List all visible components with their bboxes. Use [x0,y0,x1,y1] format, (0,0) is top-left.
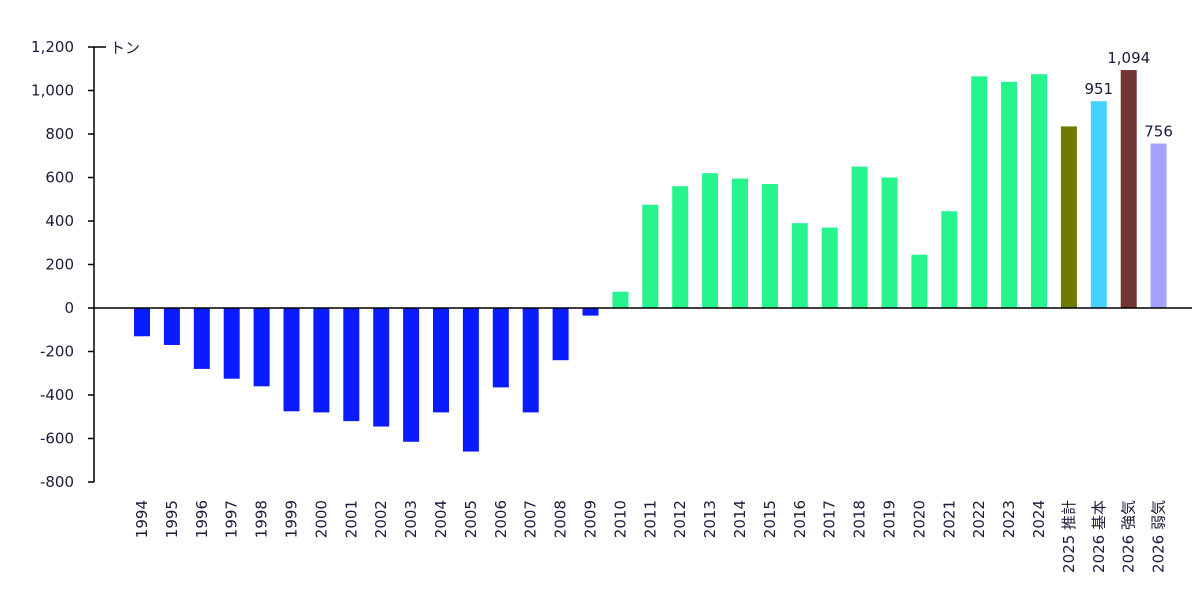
y-tick-label: 800 [45,125,74,143]
x-category-label: 1995 [163,500,181,538]
y-tick-label: -800 [40,473,74,491]
x-category-label: 1999 [283,500,301,538]
y-axis-unit-label: トン [110,39,140,57]
x-category-label: 2026 強気 [1120,500,1138,573]
x-category-label: 2024 [1030,500,1048,538]
x-category-label: 2007 [522,500,540,538]
x-category-label: 1997 [223,500,241,538]
bar [1150,143,1167,308]
bar [433,308,449,413]
bar [313,308,330,413]
x-category-label: 2005 [462,500,480,538]
x-category-label: 2004 [432,500,450,538]
bar [462,308,479,452]
bar [253,308,270,387]
bar [612,291,629,308]
y-tick-label: 1,200 [31,38,74,56]
bar [582,308,599,316]
x-category-label: 1994 [133,500,151,538]
bar [163,308,180,345]
bar [193,308,210,369]
y-tick-label: 1,000 [31,82,74,100]
bar [732,178,748,308]
y-tick-label: 600 [45,169,74,187]
x-category-label: 2010 [611,500,629,538]
x-category-label: 2013 [701,500,719,538]
bar [492,308,509,388]
bar [1090,101,1107,308]
x-category-label: 2006 [492,500,510,538]
bar [223,308,240,379]
bar [881,177,898,308]
bar [971,76,988,308]
x-category-label: 2021 [940,500,958,538]
bar [403,308,420,442]
x-category-label: 2017 [821,500,839,538]
bar [552,308,569,361]
y-tick-label: -600 [40,430,74,448]
y-tick-label: -200 [40,343,74,361]
x-category-label: 2026 弱気 [1150,500,1168,573]
x-category-label: 2019 [881,500,899,538]
x-category-label: 2018 [851,500,869,538]
bar-data-label: 951 [1084,80,1113,98]
x-category-label: 2002 [372,500,390,538]
bar [941,211,958,308]
bar [761,184,778,308]
x-category-label: 2009 [582,500,600,538]
bar [821,227,838,308]
bar [343,308,360,422]
x-category-label: 2003 [402,500,420,538]
x-category-label: 2001 [342,500,360,538]
y-tick-label: 400 [45,212,74,230]
x-category-label: 2000 [312,500,330,538]
x-category-label: 2016 [791,500,809,538]
bar [1031,74,1047,308]
bar-data-label: 756 [1144,123,1173,141]
x-category-label: 2025 推計 [1060,500,1078,573]
bar [1060,126,1077,308]
x-category-label: 2012 [671,500,689,538]
x-category-label: 2011 [641,500,659,538]
bar [642,204,659,308]
y-tick-label: 0 [64,299,74,317]
bar [1120,70,1137,309]
x-category-label: 2023 [1000,500,1018,538]
bar-data-label: 1,094 [1107,49,1150,67]
y-tick-label: -400 [40,386,74,404]
bar [911,254,928,308]
y-tick-label: 200 [45,256,74,274]
x-category-label: 2022 [970,500,988,538]
bar [672,186,689,308]
bar [373,308,390,427]
x-category-label: 1998 [253,500,271,538]
x-category-label: 2020 [910,500,928,538]
x-category-label: 2008 [552,500,570,538]
bar [1001,81,1018,308]
bar [134,308,150,337]
bar [283,308,300,412]
x-category-label: 2014 [731,500,749,538]
x-category-label: 2015 [761,500,779,538]
bar [702,173,719,308]
bar [522,308,539,413]
x-category-label: 1996 [193,500,211,538]
bar [791,223,808,308]
x-category-label: 2026 基本 [1090,500,1108,573]
bar [851,166,868,308]
